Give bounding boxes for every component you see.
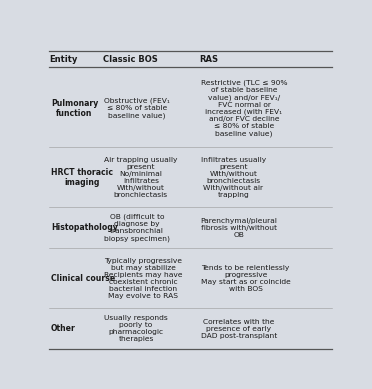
Text: Classic BOS: Classic BOS [103, 55, 157, 64]
Text: Entity: Entity [49, 55, 78, 64]
Text: Usually responds
poorly to
pharmacologic
therapies: Usually responds poorly to pharmacologic… [104, 315, 168, 342]
Text: HRCT thoracic
imaging: HRCT thoracic imaging [51, 168, 113, 187]
Text: Obstructive (FEV₁
≤ 80% of stable
baseline value): Obstructive (FEV₁ ≤ 80% of stable baseli… [104, 98, 170, 119]
Text: Histopathology: Histopathology [51, 223, 118, 232]
Text: Parenchymal/pleural
fibrosis with/without
OB: Parenchymal/pleural fibrosis with/withou… [201, 218, 278, 238]
Text: Pulmonary
function: Pulmonary function [51, 98, 98, 118]
Text: Other: Other [51, 324, 76, 333]
Text: Tends to be relentlessly
progressive
May start as or coincide
with BOS: Tends to be relentlessly progressive May… [201, 265, 291, 292]
Text: RAS: RAS [199, 55, 218, 64]
Text: Air trapping usually
present
No/minimal
infiltrates
With/without
bronchiectasis: Air trapping usually present No/minimal … [104, 157, 178, 198]
Text: OB (difficult to
diagnose by
transbronchial
biopsy specimen): OB (difficult to diagnose by transbronch… [104, 214, 170, 242]
Text: Infiltrates usually
present
With/without
bronchiectasis
With/without air
trappin: Infiltrates usually present With/without… [201, 157, 266, 198]
Text: Typically progressive
but may stabilize
Recipients may have
coexistent chronic
b: Typically progressive but may stabilize … [104, 258, 183, 299]
Text: Correlates with the
presence of early
DAD post-transplant: Correlates with the presence of early DA… [201, 319, 277, 339]
Text: Clinical course: Clinical course [51, 274, 115, 283]
Text: Restrictive (TLC ≤ 90%
of stable baseline
value) and/or FEV₁/
FVC normal or
incr: Restrictive (TLC ≤ 90% of stable baselin… [201, 80, 287, 137]
